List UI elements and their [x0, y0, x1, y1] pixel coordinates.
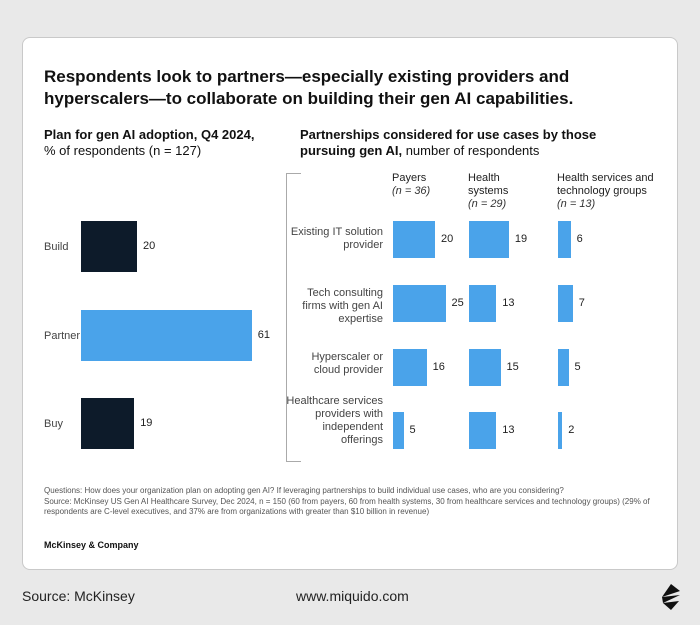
right-title-bold: Partnerships considered for use cases by… — [300, 127, 597, 158]
data-label: 16 — [432, 361, 445, 373]
row-label: Tech consulting firms with gen AI expert… — [302, 287, 383, 325]
left-title-rest: % of respondents (n = 127) — [44, 143, 202, 158]
miquido-logo-icon — [662, 584, 680, 610]
left-chart-title: Plan for gen AI adoption, Q4 2024,% of r… — [44, 127, 274, 159]
bar — [469, 349, 501, 386]
right-chart-title: Partnerships considered for use cases by… — [300, 127, 640, 159]
bracket — [286, 173, 301, 462]
category-label: Buy — [44, 418, 63, 430]
bar — [469, 285, 497, 322]
series-n: (n = 29) — [468, 198, 507, 210]
data-label: 2 — [568, 424, 575, 436]
data-label: 20 — [143, 240, 156, 252]
bottom-source: Source: McKinsey — [22, 588, 135, 604]
series-name: Payers — [392, 172, 427, 184]
data-label: 25 — [451, 297, 464, 309]
series-name: Health services and technology groups — [557, 172, 654, 197]
data-label: 6 — [576, 233, 583, 245]
bar — [393, 285, 446, 322]
category-label: Build — [44, 241, 69, 253]
brand: McKinsey & Company — [44, 540, 139, 550]
chart-title: Respondents look to partners—especially … — [44, 67, 574, 108]
bar — [558, 285, 573, 322]
bar-build — [81, 221, 137, 272]
series-header: Health systems (n = 29) — [468, 172, 538, 211]
bar — [393, 349, 427, 386]
bar — [469, 412, 497, 449]
bar — [393, 221, 435, 258]
data-label: 20 — [441, 233, 454, 245]
data-label: 19 — [514, 233, 528, 245]
data-label: 13 — [502, 297, 515, 309]
series-n: (n = 13) — [557, 198, 596, 210]
data-label: 61 — [257, 329, 271, 341]
footnote: Questions: How does your organization pl… — [44, 486, 664, 518]
right-title-rest: number of respondents — [405, 143, 540, 158]
bar-buy — [81, 398, 135, 449]
bar — [469, 221, 509, 258]
data-label: 13 — [502, 424, 515, 436]
bottom-url[interactable]: www.miquido.com — [296, 588, 409, 604]
row-label: Existing IT solution provider — [290, 226, 383, 251]
left-title-bold: Plan for gen AI adoption, Q4 2024, — [44, 127, 255, 142]
category-label: Partner — [44, 330, 81, 342]
bar — [558, 412, 563, 449]
row-label: Healthcare services providers with indep… — [286, 395, 383, 446]
data-label: 19 — [140, 417, 153, 429]
series-header: Health services and technology groups (n … — [557, 172, 667, 211]
bar-partner — [81, 310, 252, 361]
data-label: 5 — [574, 361, 581, 373]
series-n: (n = 36) — [392, 185, 431, 197]
footnote-questions: Questions: How does your organization pl… — [44, 486, 564, 495]
data-label: 15 — [506, 361, 519, 373]
bar — [558, 349, 569, 386]
series-name: Health systems — [468, 172, 509, 197]
bar — [558, 221, 571, 258]
row-label: Hyperscaler or cloud provider — [311, 351, 383, 376]
data-label: 5 — [409, 424, 416, 436]
footnote-source: Source: McKinsey US Gen AI Healthcare Su… — [44, 496, 650, 517]
data-label: 7 — [578, 297, 585, 309]
bar — [393, 412, 404, 449]
series-header: Payers (n = 36) — [392, 172, 462, 198]
